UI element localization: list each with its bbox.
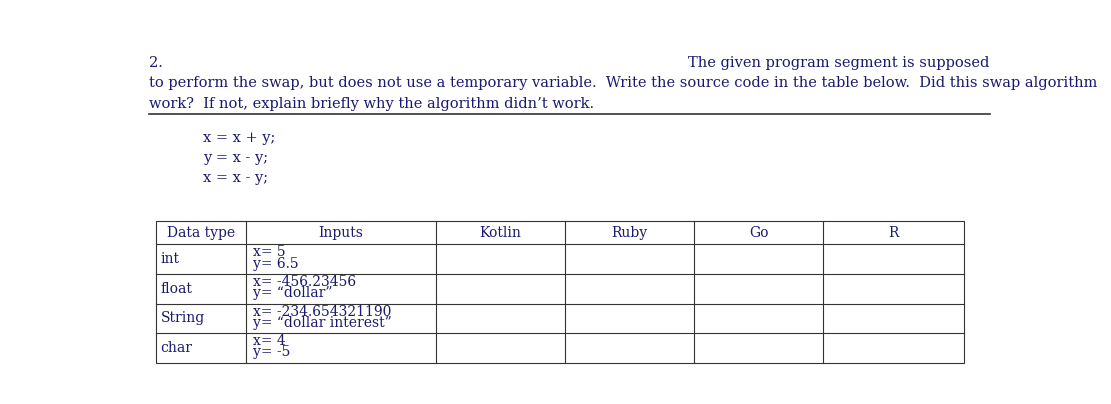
Text: to perform the swap, but does not use a temporary variable.  Write the source co: to perform the swap, but does not use a … bbox=[149, 76, 1098, 90]
Text: x= 4: x= 4 bbox=[252, 334, 286, 348]
Text: work?  If not, explain briefly why the algorithm didn’t work.: work? If not, explain briefly why the al… bbox=[149, 97, 594, 111]
Text: The given program segment is supposed: The given program segment is supposed bbox=[688, 56, 990, 70]
Text: Inputs: Inputs bbox=[319, 226, 363, 240]
Text: x = x - y;: x = x - y; bbox=[203, 171, 269, 185]
Text: Kotlin: Kotlin bbox=[480, 226, 521, 240]
Text: 2.: 2. bbox=[149, 56, 163, 70]
Text: char: char bbox=[160, 341, 192, 355]
Text: y= “dollar interest”: y= “dollar interest” bbox=[252, 316, 391, 330]
Text: x= -234.654321190: x= -234.654321190 bbox=[252, 305, 391, 318]
Text: R: R bbox=[889, 226, 899, 240]
Text: y= 6.5: y= 6.5 bbox=[252, 257, 298, 271]
Text: String: String bbox=[160, 311, 204, 325]
Text: y = x - y;: y = x - y; bbox=[203, 151, 269, 165]
Text: y= -5: y= -5 bbox=[252, 345, 290, 359]
Text: float: float bbox=[160, 282, 192, 296]
Text: x = x + y;: x = x + y; bbox=[203, 131, 276, 145]
Bar bbox=[156, 221, 963, 363]
Text: x= 5: x= 5 bbox=[252, 246, 286, 259]
Text: Go: Go bbox=[749, 226, 769, 240]
Text: Data type: Data type bbox=[167, 226, 234, 240]
Text: x= -456.23456: x= -456.23456 bbox=[252, 275, 356, 289]
Text: Ruby: Ruby bbox=[611, 226, 648, 240]
Text: y= “dollar”: y= “dollar” bbox=[252, 286, 332, 300]
Text: int: int bbox=[160, 252, 179, 266]
